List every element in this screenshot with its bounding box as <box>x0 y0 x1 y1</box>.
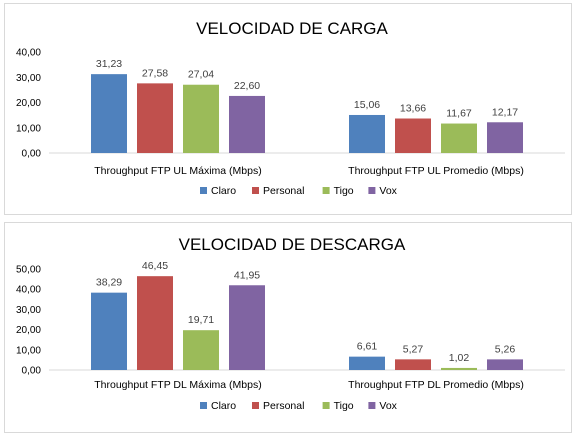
legend-label: Personal <box>263 400 304 412</box>
bar-tigo <box>441 367 477 370</box>
data-label: 27,58 <box>142 67 168 79</box>
y-tick-label: 0,00 <box>22 149 42 160</box>
data-label: 27,04 <box>188 69 214 81</box>
bar-vox <box>487 359 523 370</box>
y-tick-label: 30,00 <box>16 73 41 84</box>
legend-label: Tigo <box>334 185 354 197</box>
legend-label: Tigo <box>334 400 354 412</box>
upload-speed-chart: VELOCIDAD DE CARGA 0,00 10,00 20,00 30,00 40… <box>16 19 565 197</box>
chart-title: VELOCIDAD DE DESCARGA <box>179 235 406 254</box>
data-label: 12,17 <box>492 106 518 118</box>
category-label: Throughput FTP UL Promedio (Mbps) <box>348 165 524 177</box>
legend-label: Claro <box>211 400 236 412</box>
bar-tigo <box>441 123 477 153</box>
bar-vox <box>487 122 523 153</box>
y-tick-label: 10,00 <box>16 123 41 134</box>
bar-tigo <box>183 330 219 370</box>
data-label: 46,45 <box>142 260 168 272</box>
legend-swatch-personal <box>252 187 259 194</box>
legend-swatch-claro <box>200 402 207 409</box>
data-label: 1,02 <box>449 352 470 364</box>
chart-title: VELOCIDAD DE CARGA <box>196 19 388 38</box>
legend-swatch-tigo <box>322 402 330 409</box>
bar-personal <box>395 359 431 370</box>
bar-claro <box>91 292 127 370</box>
data-label: 15,06 <box>354 99 380 111</box>
y-tick-label: 30,00 <box>16 305 41 316</box>
bar-tigo <box>183 84 219 153</box>
chart-panel-upload: VELOCIDAD DE CARGA 0,00 10,00 20,00 30,00 40… <box>4 3 572 215</box>
data-label: 41,95 <box>234 269 260 281</box>
y-tick-label: 10,00 <box>16 345 41 356</box>
legend-swatch-personal <box>252 402 259 409</box>
legend-label: Vox <box>379 400 397 412</box>
bar-vox <box>229 95 265 153</box>
download-speed-chart: VELOCIDAD DE DESCARGA 0,00 10,00 20,00 30,0… <box>16 235 565 412</box>
legend-label: Vox <box>379 185 397 197</box>
y-tick-label: 20,00 <box>16 325 41 336</box>
data-label: 6,61 <box>357 341 378 353</box>
data-label: 19,71 <box>188 314 214 326</box>
bar-claro <box>349 114 385 153</box>
data-label: 22,60 <box>234 80 260 92</box>
data-label: 5,26 <box>495 343 516 355</box>
category-label: Throughput FTP UL Máxima (Mbps) <box>94 165 261 177</box>
legend-swatch-tigo <box>322 187 330 194</box>
legend-swatch-claro <box>200 187 207 194</box>
y-tick-label: 40,00 <box>16 285 41 296</box>
bar-claro <box>91 74 127 153</box>
bar-personal <box>137 83 173 153</box>
data-label: 13,66 <box>400 103 426 115</box>
data-label: 31,23 <box>96 58 122 70</box>
legend-label: Personal <box>263 185 304 197</box>
legend-label: Claro <box>211 185 236 197</box>
data-label: 5,27 <box>403 343 424 355</box>
bar-personal <box>395 118 431 153</box>
y-tick-label: 0,00 <box>22 366 42 377</box>
bar-vox <box>229 285 265 370</box>
category-label: Throughput FTP DL Máxima (Mbps) <box>94 379 261 391</box>
data-label: 38,29 <box>96 277 122 289</box>
y-tick-label: 40,00 <box>16 48 41 59</box>
legend-swatch-vox <box>368 402 376 409</box>
y-tick-label: 50,00 <box>16 265 41 276</box>
category-label: Throughput FTP DL Promedio (Mbps) <box>348 379 524 391</box>
bar-personal <box>137 276 173 370</box>
bar-claro <box>349 356 385 370</box>
data-label: 11,67 <box>446 108 472 120</box>
y-tick-label: 20,00 <box>16 98 41 109</box>
legend-swatch-vox <box>368 187 376 194</box>
chart-panel-download: VELOCIDAD DE DESCARGA 0,00 10,00 20,00 30,0… <box>4 222 572 433</box>
